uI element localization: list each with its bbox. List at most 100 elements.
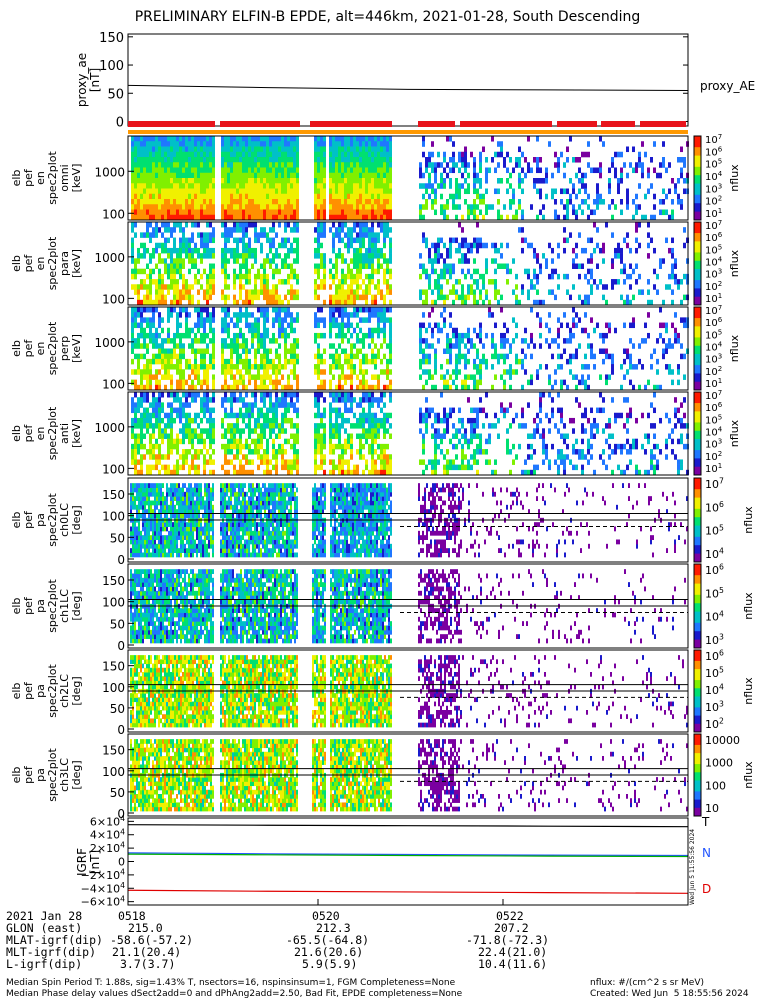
spectrogram-cell xyxy=(191,136,194,142)
spectrogram-cell xyxy=(455,369,458,375)
spectrogram-cell xyxy=(545,172,548,179)
spectrogram-cell xyxy=(554,209,557,216)
spectrogram-cell xyxy=(155,209,158,216)
spectrogram-cell xyxy=(359,214,362,221)
spectrogram-cell xyxy=(254,214,257,221)
spectrogram-cell xyxy=(350,227,353,233)
spectrogram-cell xyxy=(557,327,560,334)
spectrogram-cell xyxy=(281,263,284,269)
spectrogram-cell xyxy=(233,443,236,450)
spectrogram-cell xyxy=(260,204,263,210)
spectrogram-cell xyxy=(254,322,257,329)
spectrogram-cell xyxy=(158,146,161,153)
spectrogram-cell xyxy=(224,454,227,460)
spectrogram-cell xyxy=(347,237,350,244)
spectrogram-cell xyxy=(377,204,380,210)
spectrogram-cell xyxy=(452,141,455,147)
spectrogram-cell xyxy=(371,162,374,168)
spectrogram-cell xyxy=(182,141,185,147)
spectrogram-cell xyxy=(287,348,290,354)
spectrogram-cell xyxy=(230,253,233,259)
spectrogram-cell xyxy=(368,392,371,398)
spectrogram-cell xyxy=(143,327,146,334)
spectrogram-cell xyxy=(200,232,203,238)
spectrogram-cell xyxy=(296,338,299,344)
spectrogram-cell xyxy=(200,384,203,391)
spectrogram-cell xyxy=(167,423,170,429)
spectrogram-cell xyxy=(251,199,254,205)
spectrogram-cell xyxy=(149,214,152,221)
spectrogram-cell xyxy=(323,459,326,465)
spectrogram-cell xyxy=(419,209,422,216)
spectrogram-cell xyxy=(236,412,239,419)
spectrogram-cell xyxy=(626,353,629,360)
spectrogram-cell xyxy=(371,188,374,195)
spectrogram-cell xyxy=(473,289,476,295)
spectrogram-cell xyxy=(464,167,467,174)
spectrogram-cell xyxy=(143,397,146,403)
spectrogram-cell xyxy=(374,464,377,471)
spectrogram-cell xyxy=(182,157,185,163)
spectrogram-cell xyxy=(266,204,269,210)
spectrogram-cell xyxy=(248,237,251,244)
spectrogram-cell xyxy=(338,312,341,318)
spectrogram-cell xyxy=(656,384,659,391)
spectrogram-cell xyxy=(191,232,194,238)
spectrogram-cell xyxy=(140,433,143,439)
spectrogram-cell xyxy=(275,407,278,414)
spectrogram-cell xyxy=(149,289,152,295)
spectrogram-cell xyxy=(365,162,368,168)
spectrogram-cell xyxy=(368,284,371,290)
spectrogram-cell xyxy=(191,237,194,244)
spectrogram-cell xyxy=(176,299,179,306)
spectrogram-cell xyxy=(272,253,275,259)
spectrogram-cell xyxy=(155,214,158,221)
spectrogram-cell xyxy=(239,178,242,184)
spectrogram-cell xyxy=(374,353,377,360)
spectrogram-cell xyxy=(575,157,578,163)
spectrogram-cell xyxy=(368,317,371,323)
spectrogram-cell xyxy=(284,188,287,195)
spectrogram-cell xyxy=(476,204,479,210)
spectrogram-cell xyxy=(275,379,278,386)
spectrogram-cell xyxy=(575,209,578,216)
spectrogram-cell xyxy=(383,209,386,216)
spectrogram-cell xyxy=(353,199,356,205)
spectrogram-cell xyxy=(356,353,359,360)
spectrogram-cell xyxy=(290,146,293,153)
spectrogram-cell xyxy=(362,417,365,424)
spectrogram-cell xyxy=(509,374,512,380)
spectrogram-cell xyxy=(497,214,500,221)
spectrogram-cell xyxy=(620,151,623,158)
spectrogram-cell xyxy=(284,146,287,153)
spectrogram-cell xyxy=(449,358,452,365)
spectrogram-cell xyxy=(149,327,152,334)
spectrogram-cell xyxy=(569,369,572,375)
spectrogram-cell xyxy=(167,146,170,153)
spectrogram-cell xyxy=(275,214,278,221)
spectrogram-cell xyxy=(461,183,464,189)
spectrogram-cell xyxy=(239,214,242,221)
spectrogram-cell xyxy=(260,307,263,313)
spectrogram-cell xyxy=(239,157,242,163)
spectrogram-cell xyxy=(227,146,230,153)
spectrogram-cell xyxy=(356,146,359,153)
spectrogram-cell xyxy=(236,364,239,370)
spectrogram-cell xyxy=(224,384,227,391)
spectrogram-cell xyxy=(350,299,353,306)
spectrogram-cell xyxy=(290,353,293,360)
spectrogram-cell xyxy=(599,279,602,285)
spectrogram-cell xyxy=(173,136,176,142)
spectrogram-cell xyxy=(317,178,320,184)
spectrogram-cell xyxy=(278,397,281,403)
spectrogram-cell xyxy=(368,332,371,339)
spectrogram-cell xyxy=(239,279,242,285)
spectrogram-cell xyxy=(227,397,230,403)
spectrogram-cell xyxy=(605,353,608,360)
spectrogram-cell xyxy=(332,237,335,244)
spectrogram-cell xyxy=(179,322,182,329)
spectrogram-cell xyxy=(539,332,542,339)
spectrogram-cell xyxy=(275,402,278,408)
spectrogram-cell xyxy=(278,199,281,205)
spectrogram-cell xyxy=(377,214,380,221)
